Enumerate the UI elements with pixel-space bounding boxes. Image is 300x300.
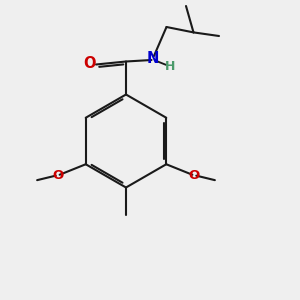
Text: O: O bbox=[189, 169, 200, 182]
Text: O: O bbox=[83, 56, 96, 71]
Text: N: N bbox=[146, 51, 159, 66]
Text: H: H bbox=[165, 60, 175, 73]
Text: O: O bbox=[52, 169, 63, 182]
